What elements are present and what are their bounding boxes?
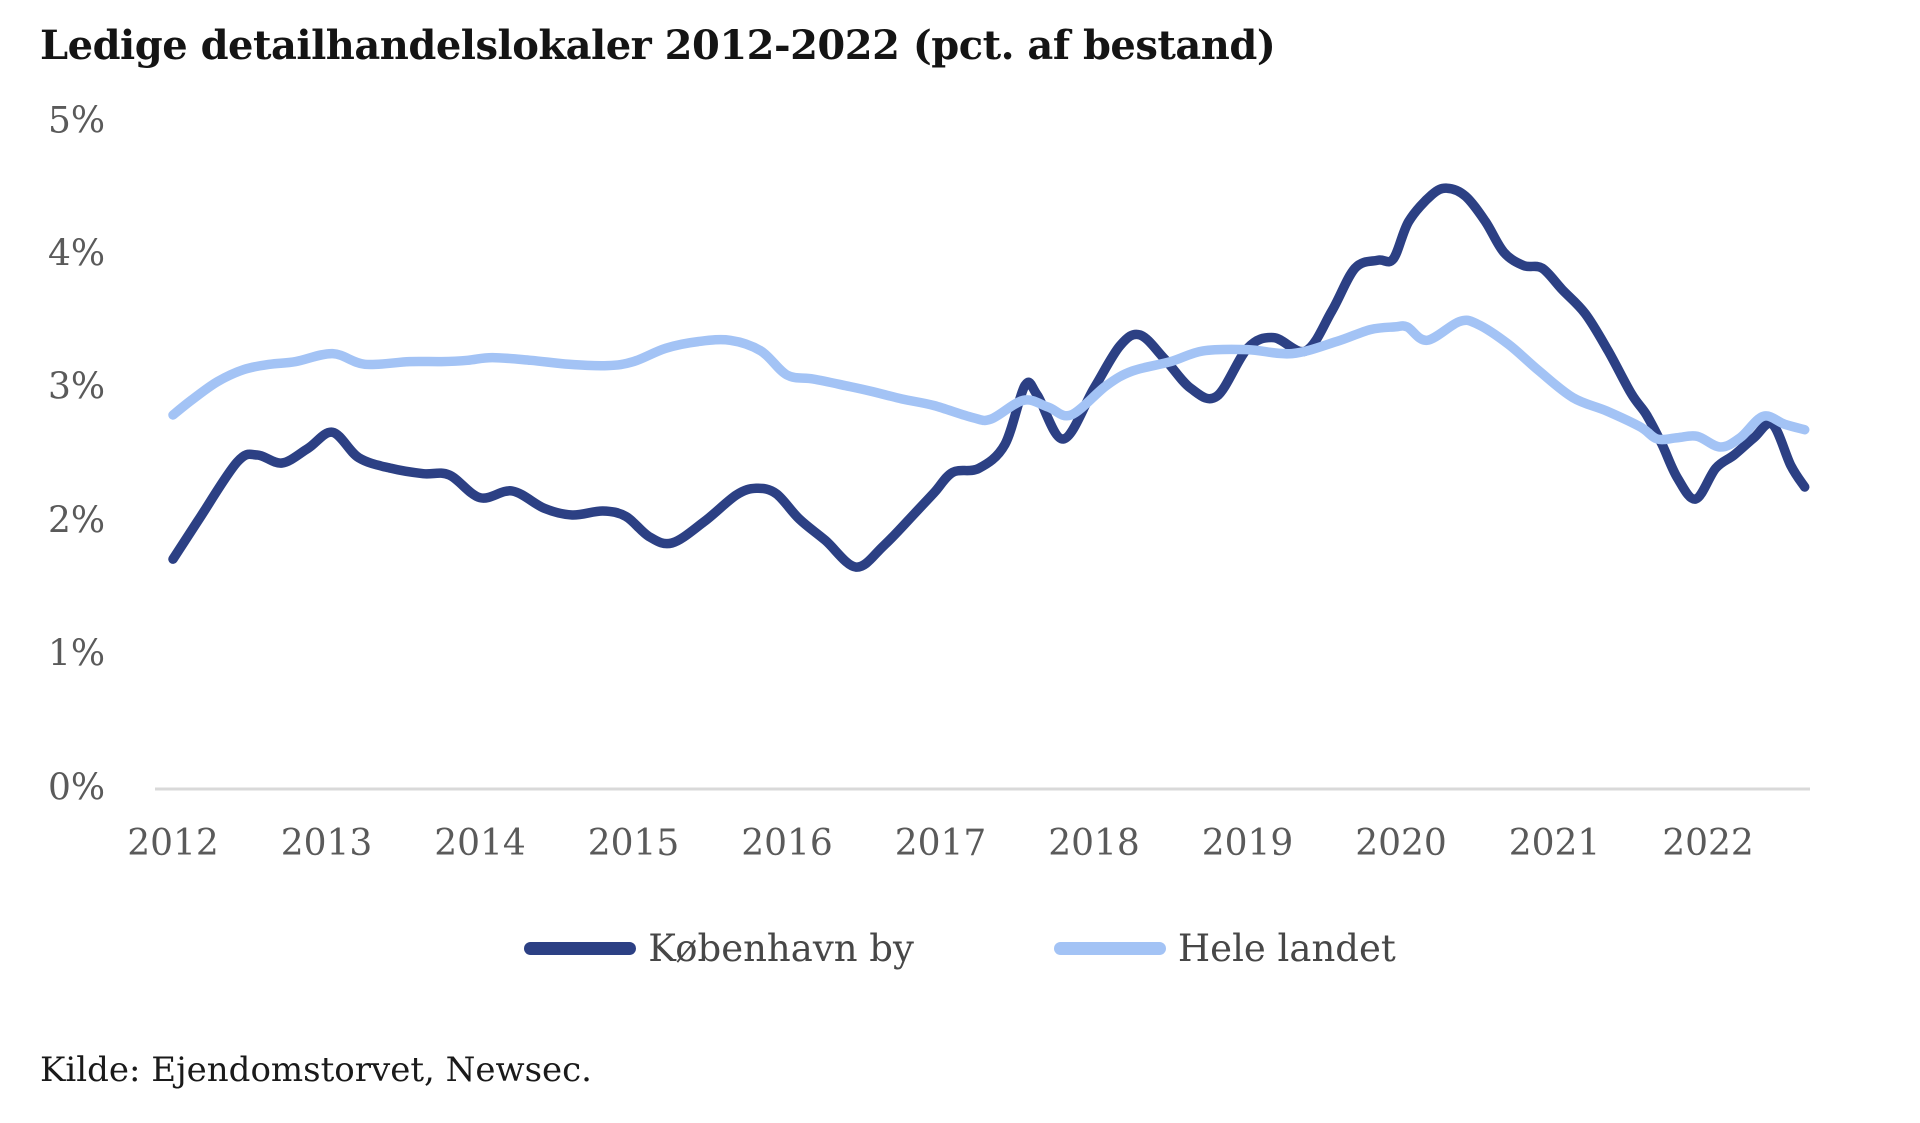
x-tick-label: 2018	[1048, 823, 1140, 864]
y-tick-label: 1%	[48, 633, 106, 675]
x-tick-label: 2020	[1355, 823, 1447, 864]
x-tick-label: 2022	[1662, 823, 1754, 864]
x-tick-label: 2013	[280, 823, 373, 864]
y-tick-label: 0%	[48, 767, 106, 809]
x-tick-label: 2017	[894, 823, 987, 864]
legend-item-kobenhavn: København by	[524, 927, 914, 970]
legend-label-hele-landet: Hele landet	[1177, 926, 1396, 970]
kobenhavn-line	[168, 183, 1810, 572]
y-tick-label: 2%	[48, 500, 106, 542]
hele-landet-line	[168, 315, 1810, 452]
kobenhavn-line-swatch	[524, 941, 637, 955]
legend-label-kobenhavn: København by	[648, 926, 914, 970]
y-tick-label: 5%	[48, 100, 106, 142]
legend: København by Hele landet	[0, 920, 1920, 976]
legend-item-hele-landet: Hele landet	[1053, 926, 1396, 970]
x-tick-label: 2016	[741, 823, 833, 864]
chart-title: Ledige detailhandelslokaler 2012-2022 (p…	[40, 22, 1276, 69]
x-tick-label: 2019	[1201, 823, 1294, 864]
source-text: Kilde: Ejendomstorvet, Newsec.	[40, 1050, 592, 1090]
x-tick-label: 2021	[1508, 823, 1601, 864]
y-tick-label: 3%	[48, 366, 106, 408]
x-tick-label: 2015	[587, 823, 680, 864]
hele-landet-line-swatch	[1053, 941, 1166, 955]
x-tick-label: 2014	[434, 823, 526, 864]
y-tick-label: 4%	[48, 233, 106, 275]
x-tick-label: 2012	[127, 823, 219, 864]
